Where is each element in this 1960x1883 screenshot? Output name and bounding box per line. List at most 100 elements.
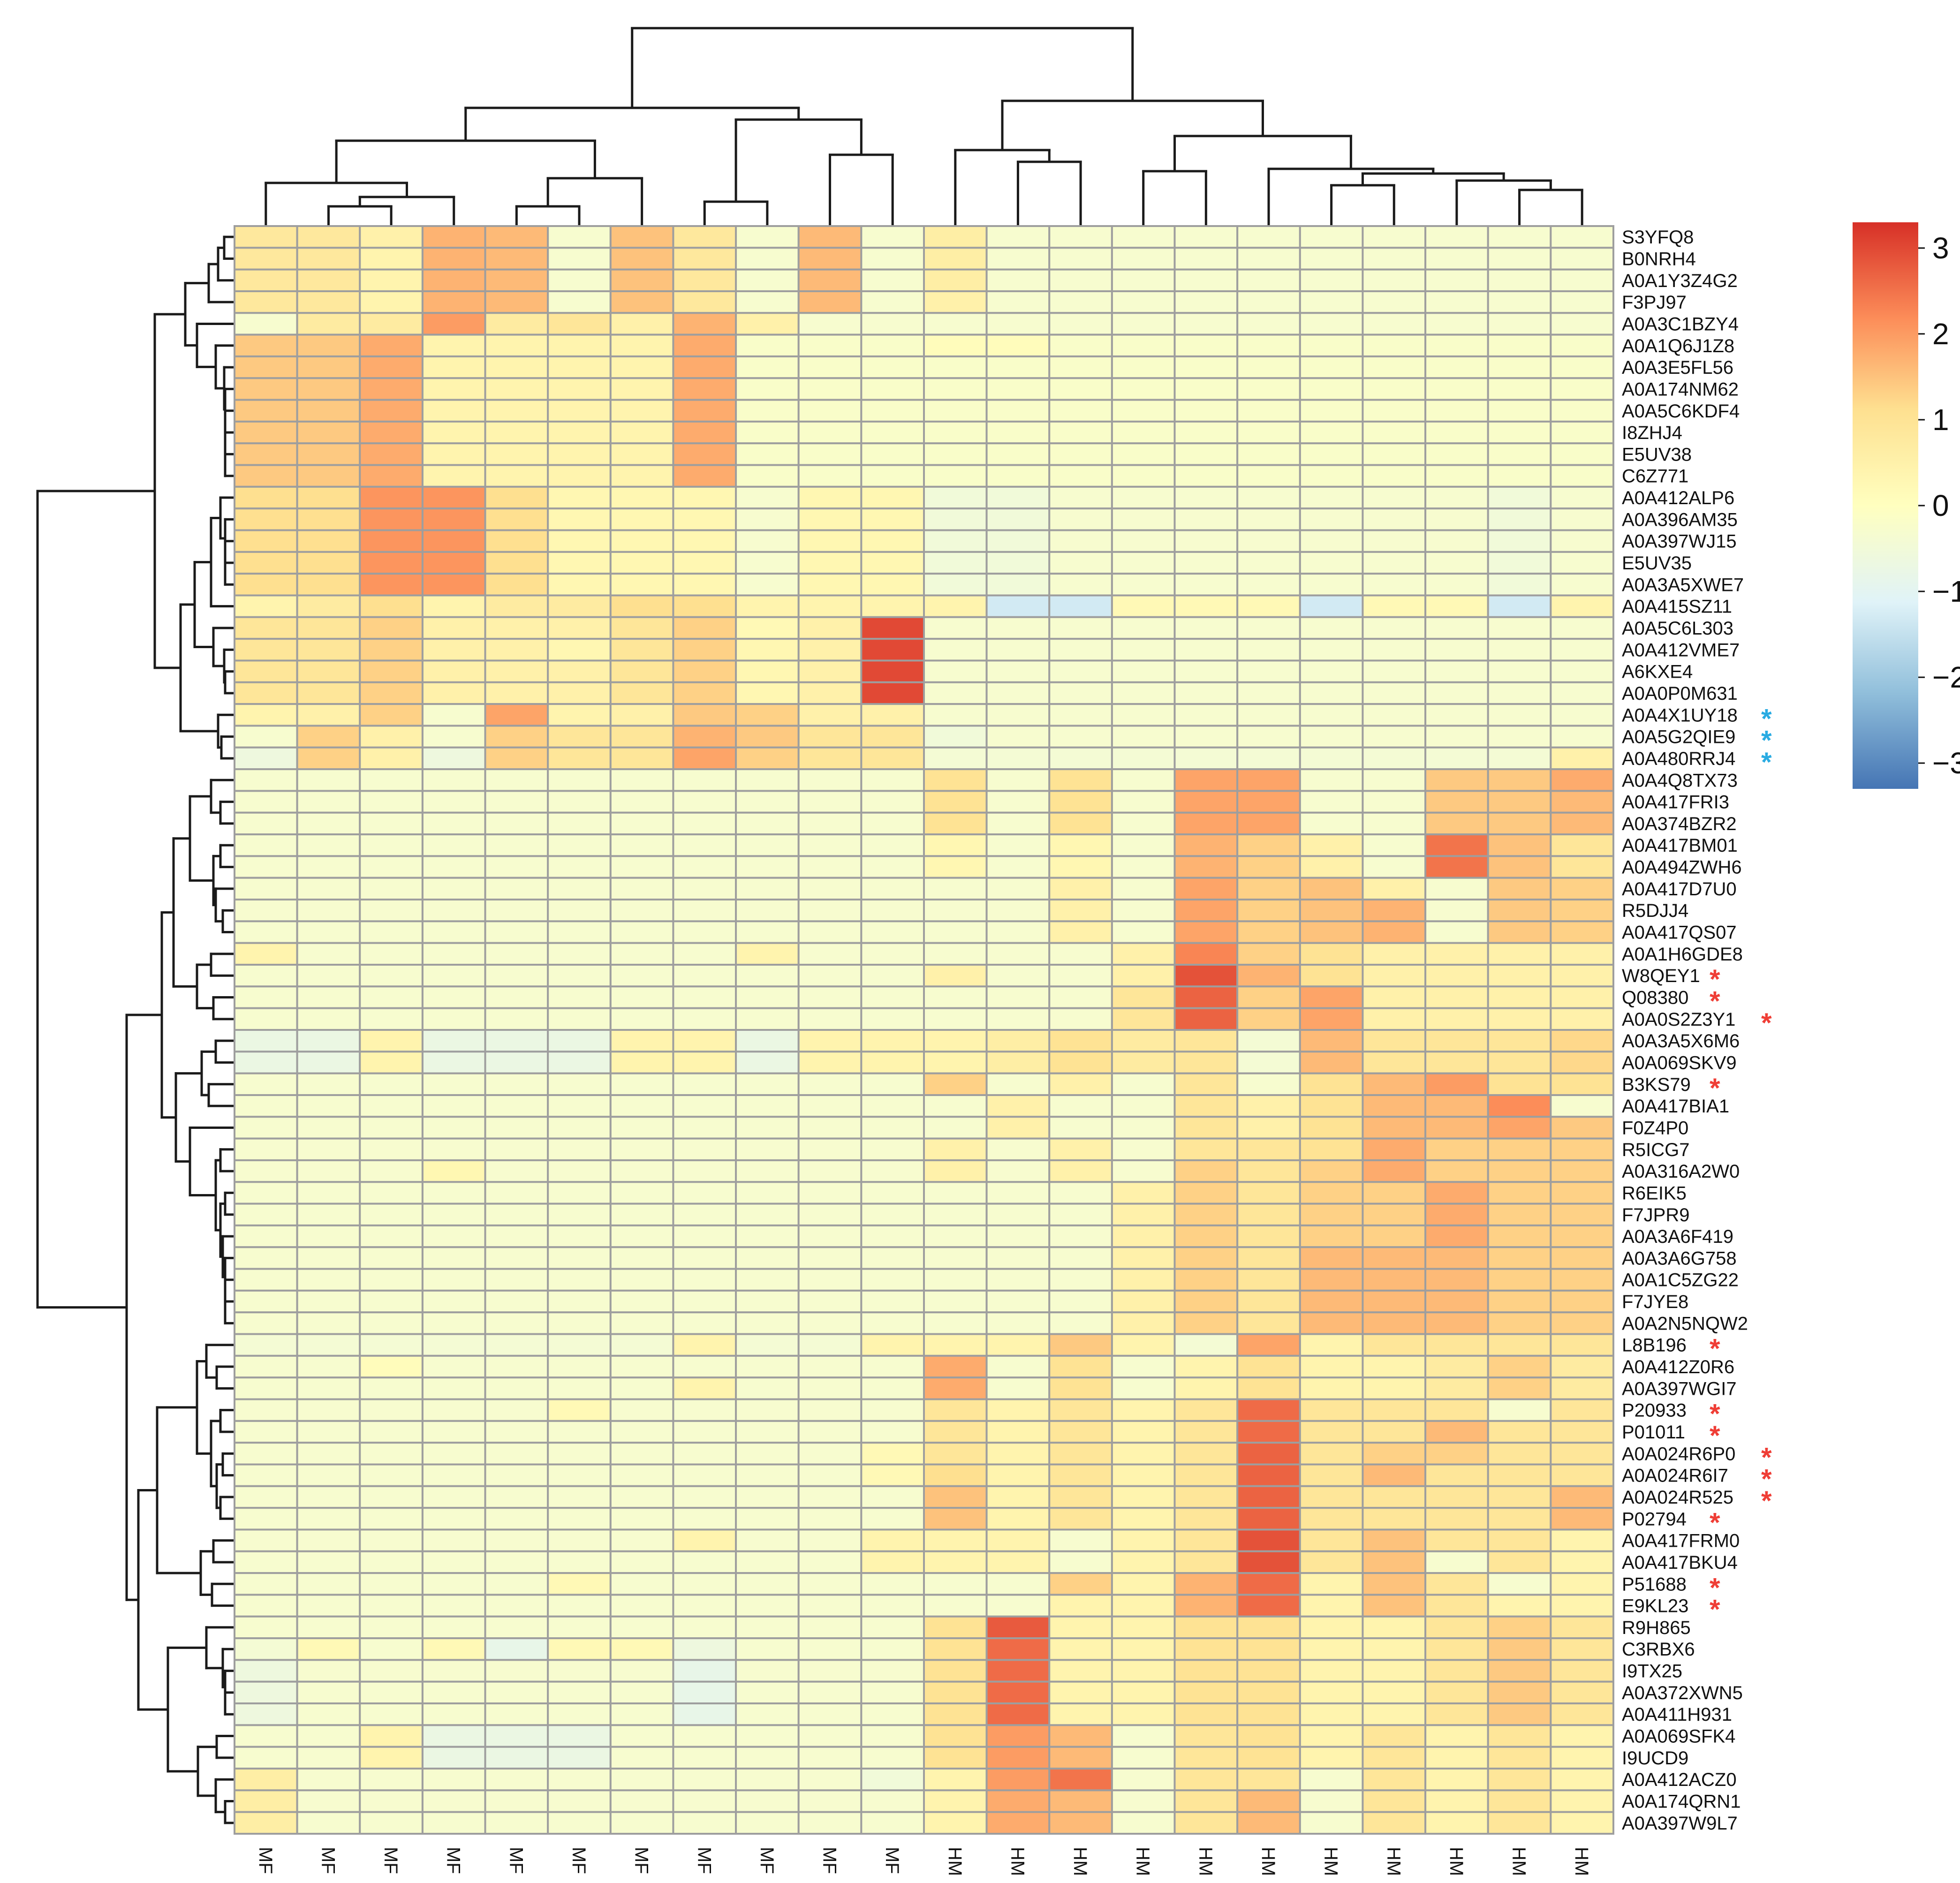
heatmap-cell	[735, 1007, 800, 1031]
heatmap-cell	[421, 1550, 486, 1574]
heatmap-cell	[1299, 1420, 1364, 1444]
heatmap-cell	[1362, 399, 1427, 423]
heatmap-cell	[1487, 1442, 1552, 1466]
heatmap-cell	[797, 1311, 863, 1335]
heatmap-cell	[1550, 1746, 1615, 1770]
heatmap-cell	[797, 964, 863, 988]
heatmap-cell	[1111, 1659, 1176, 1683]
heatmap-cell	[609, 1007, 674, 1031]
heatmap-cell	[484, 1311, 549, 1335]
heatmap-cell	[547, 833, 612, 857]
heatmap-cell	[672, 355, 737, 379]
heatmap-cell	[1048, 333, 1113, 357]
heatmap-cell	[1236, 1224, 1301, 1248]
heatmap-cell	[1173, 768, 1239, 792]
heatmap-cell	[1424, 1029, 1489, 1053]
heatmap-cell	[234, 1746, 298, 1770]
heatmap-cell	[797, 942, 863, 966]
heatmap-cell	[985, 659, 1051, 683]
heatmap-cell	[985, 1268, 1051, 1292]
heatmap-cell	[1362, 551, 1427, 575]
heatmap-cell	[1424, 399, 1489, 423]
heatmap-cell	[672, 964, 737, 988]
heatmap-cell	[797, 290, 863, 314]
heatmap-cell	[421, 920, 486, 944]
row-label: A0A412Z0R6	[1622, 1357, 1734, 1377]
heatmap-cell	[797, 1289, 863, 1314]
heatmap-cell	[484, 855, 549, 879]
heatmap-cell	[1487, 1659, 1552, 1683]
heatmap-cell	[1236, 1811, 1301, 1835]
heatmap-cell	[1299, 877, 1364, 901]
row-label: R9H865	[1622, 1618, 1691, 1638]
heatmap-cell	[296, 855, 361, 879]
heatmap-cell	[1550, 399, 1615, 423]
heatmap-cell	[1236, 1289, 1301, 1314]
heatmap-cell	[860, 616, 925, 640]
heatmap-cell	[735, 833, 800, 857]
heatmap-cell	[296, 1420, 361, 1444]
heatmap-cell	[1236, 1354, 1301, 1379]
heatmap-cell	[296, 1789, 361, 1813]
heatmap-cell	[359, 420, 424, 445]
heatmap-cell	[609, 485, 674, 510]
heatmap-cell	[359, 1159, 424, 1183]
heatmap-cell	[609, 942, 674, 966]
heatmap-cell	[1236, 1376, 1301, 1400]
column-labels: MF MF MF MF MF MF MF MF MF MF MF HM HM HM HM HM HM HM HM HM…	[255, 1847, 1592, 1876]
heatmap-cell	[1236, 768, 1301, 792]
heatmap-cell	[547, 355, 612, 379]
row-label: A0A494ZWH6	[1622, 857, 1742, 878]
heatmap-cell	[1236, 225, 1301, 249]
heatmap-cell	[1424, 1398, 1489, 1422]
heatmap-cell	[1299, 355, 1364, 379]
colorbar-tick-label: 2	[1932, 317, 1949, 351]
heatmap-cell	[1299, 790, 1364, 814]
heatmap-cell	[985, 1789, 1051, 1813]
heatmap-cell	[609, 1094, 674, 1118]
heatmap-cell	[359, 703, 424, 727]
heatmap-cell	[1362, 1659, 1427, 1683]
heatmap-cell	[234, 1702, 298, 1726]
heatmap-cell	[484, 768, 549, 792]
heatmap-cell	[1487, 573, 1552, 597]
column-label: MF	[694, 1847, 714, 1874]
row-label: E9KL23	[1622, 1596, 1688, 1617]
heatmap-cell	[609, 268, 674, 292]
row-label: A0A5C6L303	[1622, 618, 1733, 639]
heatmap-cell	[985, 1594, 1051, 1618]
heatmap-cell	[985, 464, 1051, 488]
heatmap-cell	[1550, 1202, 1615, 1226]
heatmap-cell	[296, 464, 361, 488]
heatmap-cell	[609, 768, 674, 792]
heatmap-cell	[923, 1594, 988, 1618]
column-label: MF	[443, 1847, 464, 1874]
heatmap-cell	[1173, 1572, 1239, 1596]
heatmap-cell	[797, 1594, 863, 1618]
heatmap-cell	[1048, 1224, 1113, 1248]
heatmap-cell	[359, 1442, 424, 1466]
row-label: A0A412ALP6	[1622, 488, 1734, 508]
heatmap-cell	[1048, 1789, 1113, 1813]
heatmap-cell	[860, 877, 925, 901]
heatmap-cell	[484, 985, 549, 1009]
heatmap-cell	[547, 1528, 612, 1552]
heatmap-cell	[1424, 1463, 1489, 1487]
heatmap-cell	[421, 355, 486, 379]
heatmap-cell	[1362, 1029, 1427, 1053]
heatmap-cell	[421, 1702, 486, 1726]
heatmap-cell	[1111, 1746, 1176, 1770]
heatmap-cell	[234, 507, 298, 531]
heatmap-cell	[1424, 1420, 1489, 1444]
heatmap-cell	[1173, 1181, 1239, 1205]
heatmap-cell	[735, 1768, 800, 1792]
heatmap-cell	[359, 1398, 424, 1422]
heatmap-cell	[1048, 1724, 1113, 1748]
heatmap-cell	[1111, 1311, 1176, 1335]
heatmap-cell	[797, 703, 863, 727]
heatmap-cell	[860, 1333, 925, 1357]
heatmap-cell	[484, 1811, 549, 1835]
heatmap-cell	[860, 1507, 925, 1531]
heatmap-cell	[1487, 746, 1552, 771]
heatmap-cell	[484, 877, 549, 901]
